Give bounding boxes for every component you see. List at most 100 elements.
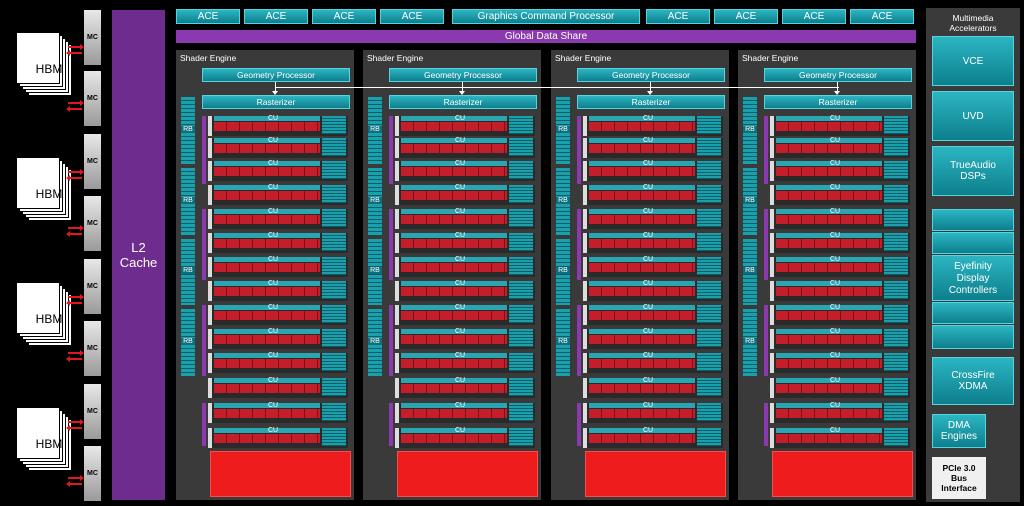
cu-simd [214,409,320,418]
memory-controller: MC [84,321,101,376]
cu-scalar [395,403,399,423]
lds-bar [389,116,393,184]
l2-cache-line1: L2 [131,240,146,255]
dma-line1: DMA [947,420,971,431]
cu-scalar [770,329,774,349]
cu-label: CU [455,377,466,384]
cu-simd [401,191,507,200]
cu-texture [322,161,346,179]
compute-unit: CU [208,115,348,136]
memory-controller: MC [84,196,101,251]
cu-label: CU [643,137,654,144]
lds-bar [577,209,581,280]
compute-unit: CU [770,137,910,158]
eyefinity-seg-5 [932,325,1014,349]
memory-controller: MC [84,384,101,439]
cu-scalar [583,305,587,325]
rasterizer: Rasterizer [764,95,912,109]
cu-simd [589,263,695,272]
cu-texture [697,281,721,299]
cu-cache [401,257,507,262]
compute-unit: CU [770,115,910,136]
cu-cache [214,305,320,310]
cu-label: CU [643,280,654,287]
cu-texture [697,161,721,179]
cu-cache [401,428,507,433]
cu-simd [589,434,695,443]
cu-simd [401,144,507,153]
compute-unit: CU [770,232,910,253]
cu-simd [214,144,320,153]
cu-cache [776,185,882,190]
rb-label: RB [368,267,382,274]
rb-label: RB [181,267,195,274]
compute-unit: CU [395,377,535,398]
connector-arrow [459,91,465,95]
cu-scalar [395,305,399,325]
cu-texture [697,209,721,227]
cu-label: CU [643,402,654,409]
compute-unit: CU [208,328,348,349]
cu-simd [589,311,695,320]
memory-arrow [68,475,84,481]
connector-arrow [272,91,278,95]
cu-simd [401,239,507,248]
memory-arrow [66,175,82,181]
ace-label: ACE [333,11,355,22]
shader-engine-title: Shader Engine [555,53,612,63]
cu-cache [589,281,695,286]
cu-simd [214,167,320,176]
lds-bar [764,116,768,184]
cu-cache [214,233,320,238]
ace-label: ACE [667,11,689,22]
cu-texture [509,329,533,347]
global-data-share-label: Global Data Share [504,31,588,42]
cu-cache [776,209,882,214]
cu-texture [509,161,533,179]
cu-scalar [208,428,212,448]
cu-texture [884,428,908,446]
cu-simd [589,122,695,131]
cu-cache [776,329,882,334]
cu-scalar [395,329,399,349]
cu-cache [589,378,695,383]
cu-texture [884,116,908,134]
cu-cache [776,138,882,143]
eyefinity-seg-1 [932,209,1014,231]
cu-scalar [208,185,212,205]
cu-texture [884,329,908,347]
cu-texture [322,209,346,227]
compute-unit: CU [208,208,348,229]
cu-texture [509,378,533,396]
cu-cache [776,428,882,433]
shader-engine-title: Shader Engine [180,53,237,63]
compute-unit: CU [770,256,910,277]
ace-label: ACE [401,11,423,22]
compute-unit: CU [770,402,910,423]
cu-cache [776,161,882,166]
cu-texture [509,257,533,275]
compute-unit: CU [583,304,723,325]
ace-label: ACE [803,11,825,22]
cu-cache [401,353,507,358]
ace-6: ACE [714,9,778,24]
cu-simd [589,144,695,153]
memory-arrow [66,300,82,306]
cu-texture [322,353,346,371]
cu-label: CU [268,160,279,167]
cu-cache [214,209,320,214]
cu-simd [214,122,320,131]
cu-texture [884,353,908,371]
cu-label: CU [268,427,279,434]
cu-simd [776,144,882,153]
cu-cache [214,185,320,190]
cu-label: CU [268,184,279,191]
cu-cache [589,428,695,433]
ace-label: ACE [265,11,287,22]
cu-cache [776,305,882,310]
memory-controller: MC [84,10,101,65]
memory-arrow [68,225,84,231]
cu-label: CU [830,304,841,311]
cu-texture [697,403,721,421]
cu-label: CU [830,280,841,287]
